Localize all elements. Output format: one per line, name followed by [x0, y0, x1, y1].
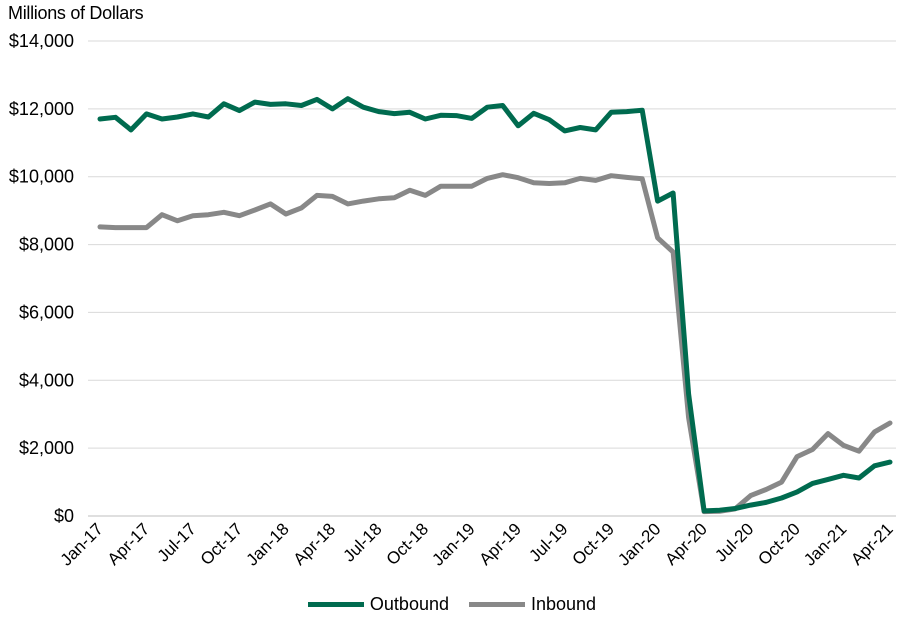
x-tick-label: Jan-19	[428, 519, 478, 569]
y-tick-label: $14,000	[9, 31, 74, 51]
x-tick-label: Oct-17	[197, 519, 247, 569]
y-tick-label: $8,000	[19, 235, 74, 255]
x-tick-label: Jul-20	[711, 519, 757, 565]
legend-swatch-outbound	[307, 602, 364, 607]
x-tick-label: Apr-17	[104, 519, 154, 569]
series-line-inbound	[97, 172, 893, 515]
x-tick-label: Jan-18	[243, 519, 293, 569]
x-tick-label: Oct-19	[568, 519, 618, 569]
legend: Outbound Inbound	[0, 594, 904, 615]
y-tick-label: $6,000	[19, 302, 74, 322]
y-tick-label: $2,000	[19, 438, 74, 458]
x-tick-label: Jan-20	[614, 519, 664, 569]
x-tick-label: Jul-19	[525, 519, 571, 565]
y-tick-label: $4,000	[19, 370, 74, 390]
legend-item-outbound: Outbound	[307, 594, 449, 615]
legend-item-inbound: Inbound	[469, 594, 596, 615]
legend-swatch-inbound	[469, 602, 525, 607]
x-tick-label: Oct-18	[383, 519, 433, 569]
x-tick-label: Apr-20	[661, 519, 711, 569]
x-tick-label: Apr-19	[476, 519, 526, 569]
x-tick-label: Jan-17	[57, 519, 107, 569]
y-axis-title: Millions of Dollars	[8, 3, 144, 23]
series-line-outbound	[97, 96, 893, 514]
x-tick-label: Apr-21	[847, 519, 897, 569]
x-tick-label: Apr-18	[290, 519, 340, 569]
y-tick-label: $12,000	[9, 99, 74, 119]
legend-label-outbound: Outbound	[369, 594, 449, 614]
x-tick-label: Jul-17	[154, 519, 200, 565]
y-tick-label: $0	[54, 506, 74, 526]
x-tick-label: Jan-21	[800, 519, 850, 569]
y-tick-label: $10,000	[9, 167, 74, 187]
x-tick-label: Jul-18	[339, 519, 385, 565]
legend-label-inbound: Inbound	[531, 594, 597, 614]
x-tick-label: Oct-20	[754, 519, 804, 569]
